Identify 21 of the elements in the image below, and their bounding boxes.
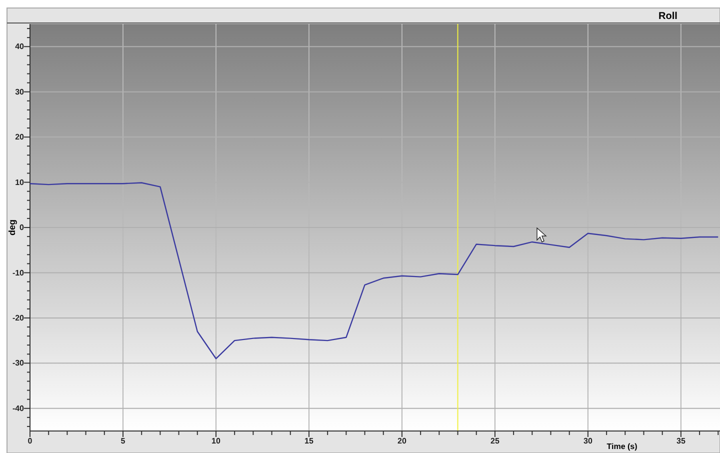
y-axis-title: deg — [7, 219, 17, 236]
x-tick-label: 25 — [490, 436, 500, 446]
x-tick-label: 20 — [398, 436, 407, 446]
chart-title: Roll — [658, 11, 678, 22]
y-tick-label: -40 — [12, 404, 25, 413]
x-tick-label: 35 — [676, 436, 686, 446]
x-tick-label: 15 — [304, 436, 314, 446]
y-tick-label: 20 — [15, 132, 25, 142]
y-tick-label: -10 — [12, 268, 25, 278]
x-tick-label: 30 — [584, 436, 593, 446]
y-tick-label: 30 — [15, 87, 25, 96]
y-tick-label: -30 — [12, 358, 25, 368]
x-tick-label: 0 — [28, 436, 33, 446]
y-tick-label: 10 — [15, 178, 25, 187]
x-axis-title: Time (s) — [606, 442, 638, 451]
line-series — [29, 182, 719, 360]
x-tick-label: 10 — [212, 436, 221, 446]
x-tick-label: 5 — [120, 436, 126, 446]
y-tick-label: 0 — [20, 223, 25, 232]
y-tick-label: -20 — [12, 314, 25, 323]
y-tick-label: 40 — [15, 42, 25, 52]
